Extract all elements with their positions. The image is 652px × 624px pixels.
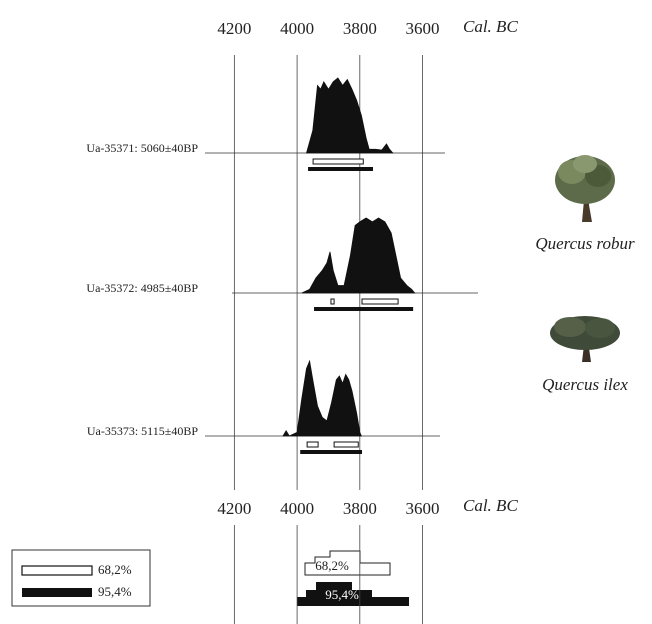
chart: 68,2% 95,4% 68,2% 95,4% Quercus robur Qu…	[0, 0, 652, 624]
x-tick-label: 3600	[406, 19, 440, 38]
legend-swatch-95	[22, 588, 92, 597]
x-axis-label: Cal. BC	[463, 496, 518, 515]
species-label: Quercus robur	[535, 234, 635, 253]
legend-box: 68,2% 95,4%	[12, 550, 150, 606]
legend-label: 95,4%	[98, 584, 132, 599]
range-95	[308, 167, 373, 171]
species-label: Quercus ilex	[542, 375, 628, 394]
range-68	[362, 299, 398, 304]
range-95-label: 95,4%	[325, 587, 359, 602]
range-68	[334, 442, 358, 447]
x-tick-label: 3800	[343, 19, 377, 38]
tree-robur	[555, 155, 615, 222]
sample-label: Ua-35372: 4985±40BP	[86, 281, 198, 295]
range-68	[331, 299, 334, 304]
x-tick-label: 4200	[217, 19, 251, 38]
x-tick-label: 4000	[280, 19, 314, 38]
range-illustration: 68,2% 95,4%	[297, 551, 409, 606]
x-tick-label: 4000	[280, 499, 314, 518]
x-tick-label: 3800	[343, 499, 377, 518]
sample-label: Ua-35371: 5060±40BP	[86, 141, 198, 155]
range-68-label: 68,2%	[315, 558, 349, 573]
x-tick-label: 4200	[217, 499, 251, 518]
range-95	[300, 450, 362, 454]
probability-curve	[283, 361, 361, 436]
range-68	[313, 159, 363, 164]
x-axis-label: Cal. BC	[463, 17, 518, 36]
probability-curve	[307, 78, 393, 153]
sample-label: Ua-35373: 5115±40BP	[87, 424, 198, 438]
plot: 4200 4200 4000 4000 3800 3800 3600 3600 Cal. BC C…	[86, 17, 518, 624]
legend-swatch-68	[22, 566, 92, 575]
range-68	[307, 442, 318, 447]
x-tick-label: 3600	[406, 499, 440, 518]
legend-label: 68,2%	[98, 562, 132, 577]
range-95	[314, 307, 413, 311]
probability-curve	[302, 218, 415, 293]
tree-ilex	[550, 316, 620, 362]
